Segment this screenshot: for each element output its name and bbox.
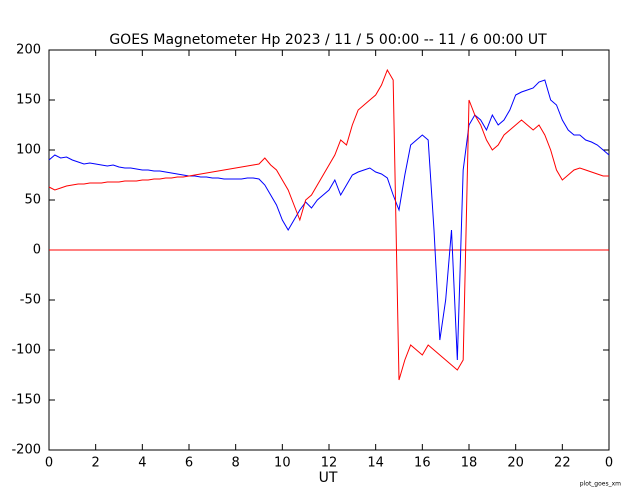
- x-tick-label: 8: [232, 456, 240, 471]
- x-tick-label: 12: [321, 456, 338, 471]
- y-tick-label: -200: [11, 443, 41, 458]
- x-tick-label: 22: [554, 456, 571, 471]
- series-line: [48, 68, 609, 381]
- x-tick-label: 2: [92, 456, 100, 471]
- y-tick-label: 50: [24, 193, 41, 208]
- y-tick-label: 0: [33, 243, 41, 258]
- x-tick-label: 20: [507, 456, 524, 471]
- footer: plot_goes_xm: [580, 481, 621, 488]
- x-tick-label: 0: [605, 456, 613, 471]
- y-tick-label: -100: [11, 343, 41, 358]
- x-tick-label: 18: [461, 456, 478, 471]
- x-axis-label: UT: [319, 470, 338, 486]
- y-tick-label: -150: [11, 393, 41, 408]
- x-tick-label: 14: [367, 456, 384, 471]
- y-tick-label: 200: [16, 43, 41, 58]
- y-tick-label: 150: [16, 93, 41, 108]
- x-tick-label: 4: [138, 456, 146, 471]
- x-tick-label: 6: [185, 456, 193, 471]
- chart-title: GOES Magnetometer Hp 2023 / 11 / 5 00:00…: [109, 32, 547, 48]
- y-tick-label: 100: [16, 143, 41, 158]
- series-line: [48, 79, 610, 361]
- y-tick-label: -50: [20, 293, 41, 308]
- x-tick-label: 16: [414, 456, 431, 471]
- x-tick-label: 0: [45, 456, 53, 471]
- x-tick-label: 10: [274, 456, 291, 471]
